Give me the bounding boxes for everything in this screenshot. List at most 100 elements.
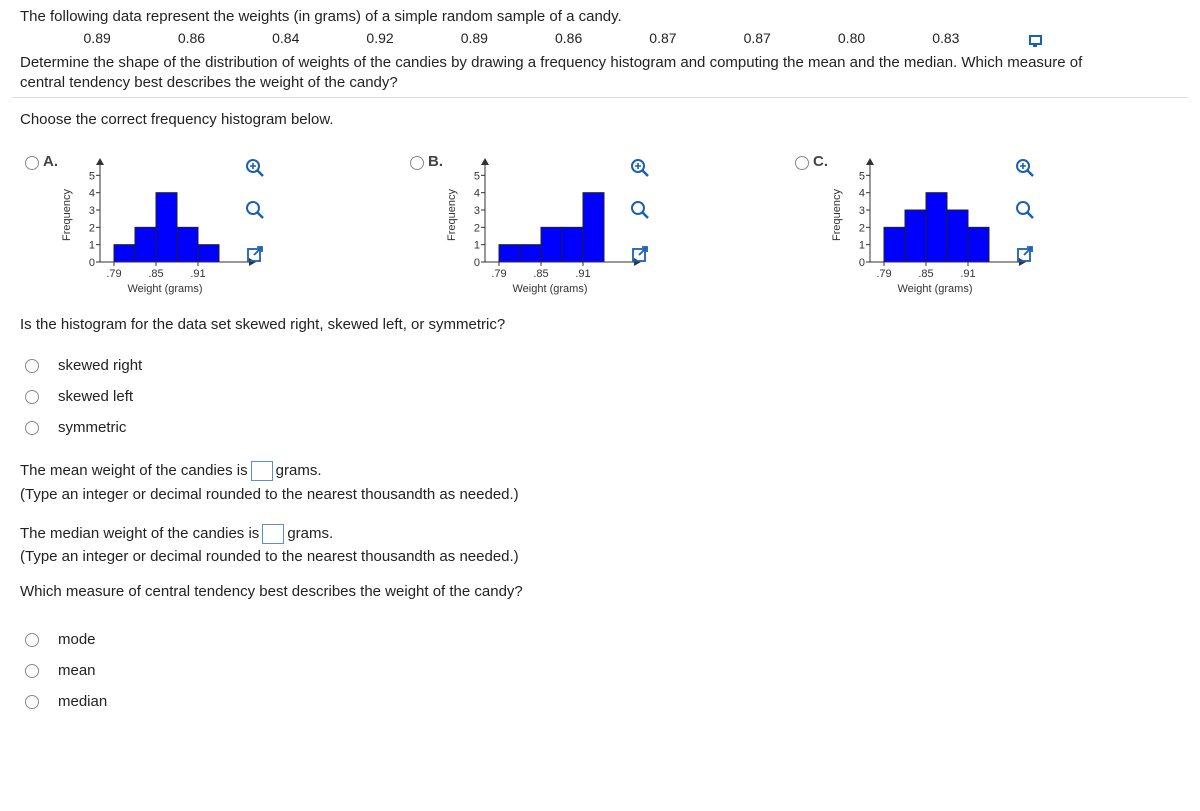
choice: mean — [58, 662, 96, 679]
measure-question: Which measure of central tendency best d… — [20, 583, 523, 600]
y-arrow — [866, 158, 874, 165]
y-tick-label: 5 — [474, 170, 480, 182]
value: 0.87 — [743, 30, 771, 46]
y-tick-label: 2 — [859, 222, 865, 234]
y-tick-label: 3 — [89, 205, 95, 217]
option-letter: B. — [428, 153, 443, 170]
bar — [967, 226, 990, 263]
open-icon[interactable] — [630, 244, 650, 264]
y-tick-label: 4 — [859, 188, 865, 200]
bar — [883, 226, 906, 263]
radio[interactable] — [25, 359, 39, 373]
value: 0.87 — [649, 30, 677, 46]
x-axis-label: Weight (grams) — [128, 283, 203, 295]
histogram: 0 1 2 3 4 5 .79 .85 .91 Weight (grams) Frequency — [831, 158, 1026, 295]
y-axis-label: Frequency — [831, 189, 843, 241]
x-tick-label: .79 — [491, 268, 506, 280]
mean-label: The mean weight of the candies is — [20, 462, 248, 479]
x-arrow — [634, 258, 641, 266]
bar — [498, 244, 521, 263]
bar — [113, 244, 136, 263]
y-tick-label: 5 — [859, 170, 865, 182]
x-tick-label: .91 — [960, 268, 975, 280]
option-letter: C. — [813, 153, 828, 170]
median-input[interactable] — [262, 524, 285, 545]
y-arrow — [481, 158, 489, 165]
x-axis-label: Weight (grams) — [513, 283, 588, 295]
histogram: 0 1 2 3 4 5 .79 .85 .91 Weight (grams) Frequency — [446, 158, 641, 295]
choice: mode — [58, 631, 96, 648]
bar — [925, 192, 948, 263]
value: 0.84 — [272, 30, 300, 46]
y-tick-label: 1 — [474, 240, 480, 252]
radio[interactable] — [25, 664, 39, 678]
mean-input[interactable] — [250, 461, 273, 482]
skew-question: Is the histogram for the data set skewed… — [20, 316, 506, 333]
x-tick-label: .79 — [106, 268, 121, 280]
choice: skewed right — [58, 357, 143, 374]
zoom-in-icon[interactable] — [1015, 158, 1035, 178]
value: 0.83 — [932, 30, 960, 46]
bar — [197, 244, 220, 263]
bar — [155, 192, 178, 263]
zoom-out-icon[interactable] — [630, 200, 650, 220]
y-tick-label: 2 — [474, 222, 480, 234]
x-tick-label: .85 — [148, 268, 163, 280]
task: Determine the shape of the distribution … — [20, 54, 1083, 71]
y-tick-label: 2 — [89, 222, 95, 234]
y-axis-label: Frequency — [61, 189, 73, 241]
y-tick-label: 3 — [474, 205, 480, 217]
x-arrow — [1019, 258, 1026, 266]
y-tick-label: 4 — [89, 188, 95, 200]
x-tick-label: .79 — [876, 268, 891, 280]
data-values: 0.89 0.86 0.84 0.92 0.89 0.86 0.87 0.87 … — [50, 30, 993, 46]
choice: symmetric — [58, 419, 127, 436]
y-arrow — [96, 158, 104, 165]
radio[interactable] — [25, 156, 39, 170]
x-tick-label: .91 — [575, 268, 590, 280]
task: central tendency best describes the weig… — [20, 74, 398, 91]
y-tick-label: 0 — [89, 257, 95, 269]
x-tick-label: .91 — [190, 268, 205, 280]
value: 0.89 — [460, 30, 488, 46]
separator — [12, 97, 1188, 98]
median-hint: (Type an integer or decimal rounded to t… — [20, 548, 519, 565]
bar — [134, 226, 157, 263]
bar — [519, 244, 542, 263]
y-tick-label: 3 — [859, 205, 865, 217]
radio[interactable] — [25, 390, 39, 404]
zoom-in-icon[interactable] — [630, 158, 650, 178]
open-icon[interactable] — [1015, 244, 1035, 264]
median-label: The median weight of the candies is — [20, 525, 260, 542]
radio[interactable] — [25, 695, 39, 709]
x-tick-label: .85 — [533, 268, 548, 280]
bar — [904, 209, 927, 263]
copy-icon[interactable] — [1026, 31, 1046, 51]
histogram: 0 1 2 3 4 5 .79 .85 .91 Weight (grams) Frequency — [61, 158, 256, 295]
open-icon[interactable] — [245, 244, 265, 264]
bar — [582, 192, 605, 263]
x-arrow — [249, 258, 256, 266]
y-tick-label: 0 — [859, 257, 865, 269]
x-axis-label: Weight (grams) — [898, 283, 973, 295]
y-tick-label: 0 — [474, 257, 480, 269]
zoom-out-icon[interactable] — [1015, 200, 1035, 220]
radio[interactable] — [25, 421, 39, 435]
radio[interactable] — [410, 156, 424, 170]
zoom-out-icon[interactable] — [245, 200, 265, 220]
radio[interactable] — [795, 156, 809, 170]
mean-unit: grams. — [275, 462, 322, 479]
bar — [176, 226, 199, 263]
bar — [561, 226, 584, 263]
y-tick-label: 1 — [859, 240, 865, 252]
choose-prompt: Choose the correct frequency histogram b… — [20, 111, 334, 128]
option-letter: A. — [43, 153, 58, 170]
value: 0.86 — [177, 30, 206, 46]
value: 0.92 — [366, 30, 394, 46]
radio[interactable] — [25, 633, 39, 647]
mean-hint: (Type an integer or decimal rounded to t… — [20, 486, 519, 503]
x-tick-label: .85 — [918, 268, 933, 280]
intro: The following data represent the weights… — [20, 8, 622, 25]
zoom-in-icon[interactable] — [245, 158, 265, 178]
